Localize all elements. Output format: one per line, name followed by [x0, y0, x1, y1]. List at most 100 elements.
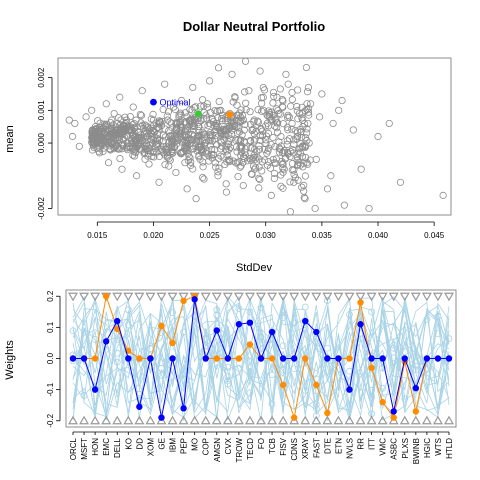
cloud-point	[288, 146, 297, 154]
category-label: HON	[91, 438, 100, 456]
upper-bound-marker	[167, 292, 178, 302]
cloud-point	[212, 131, 220, 140]
cloud-point	[167, 140, 176, 148]
weights-point-1	[235, 355, 243, 362]
background-weight-point	[368, 308, 375, 316]
cloud-point	[251, 164, 260, 172]
cloud-point	[155, 117, 163, 125]
cloud-point	[144, 152, 152, 160]
cloud-point	[257, 94, 266, 102]
background-weight-point	[390, 354, 398, 362]
cloud-point	[163, 149, 171, 157]
background-weight-point	[323, 344, 331, 352]
cloud-point	[164, 116, 172, 124]
upper-bound-marker	[200, 292, 211, 302]
cloud-point	[75, 142, 83, 150]
cloud-point	[255, 142, 263, 150]
cloud-point	[122, 116, 131, 124]
weights-point-0	[412, 384, 420, 392]
weights-point-0	[390, 408, 397, 415]
weights-point-0	[114, 317, 121, 325]
cloud-point	[218, 111, 227, 119]
background-weight-point	[445, 335, 453, 342]
weights-point-1	[313, 381, 320, 389]
cloud-point	[231, 122, 239, 131]
cloud-point	[255, 155, 263, 163]
cloud-point	[357, 165, 365, 173]
x-tick-label: 0.020	[143, 231, 164, 240]
lower-bound-marker	[200, 415, 211, 425]
category-label: HTLD	[445, 438, 454, 459]
cloud-point	[183, 126, 192, 134]
highlight-point-0	[150, 98, 157, 106]
y-tick-label: 0.000	[37, 132, 46, 153]
cloud-point	[103, 122, 111, 130]
lower-bound-marker	[355, 415, 366, 425]
cloud-point	[349, 126, 357, 134]
upper-bound-marker	[388, 292, 399, 302]
cloud-point	[277, 142, 285, 150]
cloud-point	[300, 187, 308, 195]
cloud-point	[294, 86, 302, 94]
weights-point-0	[91, 386, 99, 393]
cloud-point	[246, 108, 254, 116]
background-weight-point	[224, 373, 232, 381]
upper-bound-marker	[443, 292, 455, 302]
lower-bound-marker	[156, 415, 167, 425]
cloud-point	[133, 172, 141, 180]
category-label: FISV	[279, 437, 288, 455]
lower-bound-marker	[432, 415, 443, 425]
cloud-point	[212, 163, 220, 171]
lower-bound-marker	[145, 415, 156, 425]
cloud-point	[232, 143, 241, 151]
weights-point-0	[147, 355, 154, 362]
cloud-point	[286, 178, 294, 186]
cloud-point	[129, 151, 137, 159]
cloud-point	[293, 156, 301, 164]
cloud-point	[137, 122, 145, 131]
cloud-point	[270, 169, 278, 177]
cloud-point	[301, 172, 309, 180]
cloud-point	[188, 106, 196, 114]
highlight-label-0: Optimal	[159, 98, 190, 108]
scatter-x-axis-label: StdDev	[236, 262, 273, 274]
cloud-point	[143, 140, 151, 148]
upper-bound-marker	[322, 292, 333, 302]
upper-bound-marker	[244, 292, 255, 302]
category-label: TECD	[246, 438, 255, 460]
cloud-point	[254, 118, 262, 126]
cloud-point	[92, 131, 100, 139]
background-weight-point	[158, 364, 165, 372]
lower-bound-marker	[222, 415, 233, 425]
lower-bound-marker	[255, 415, 267, 425]
background-weight-point	[279, 309, 287, 316]
cloud-point	[276, 85, 284, 93]
weights-point-1	[180, 297, 187, 305]
lower-bound-marker	[366, 415, 377, 425]
cloud-point	[256, 67, 264, 75]
upper-bound-marker	[90, 292, 101, 302]
cloud-point	[155, 125, 163, 133]
background-weight-point	[124, 321, 132, 329]
background-weight-point	[312, 401, 320, 408]
weights-y-axis-label: Weights	[4, 340, 16, 380]
category-label: CDNS	[290, 438, 299, 461]
cloud-point	[202, 111, 210, 119]
weights-plot-frame	[65, 289, 457, 428]
cloud-point	[298, 103, 306, 111]
cloud-point	[303, 129, 311, 137]
cloud-point	[217, 152, 225, 160]
background-weight-point	[434, 313, 442, 320]
category-label: XRAY	[301, 437, 310, 459]
cloud-point	[279, 120, 287, 128]
cloud-point	[180, 131, 189, 139]
cloud-point	[251, 145, 259, 153]
background-weight-point	[279, 366, 287, 374]
lower-bound-marker	[344, 415, 355, 425]
lower-bound-marker	[178, 415, 189, 425]
cloud-point	[172, 126, 180, 134]
cloud-point	[198, 173, 207, 182]
upper-bound-marker	[377, 292, 388, 302]
cloud-point	[201, 139, 209, 148]
background-weight-line	[72, 295, 450, 416]
